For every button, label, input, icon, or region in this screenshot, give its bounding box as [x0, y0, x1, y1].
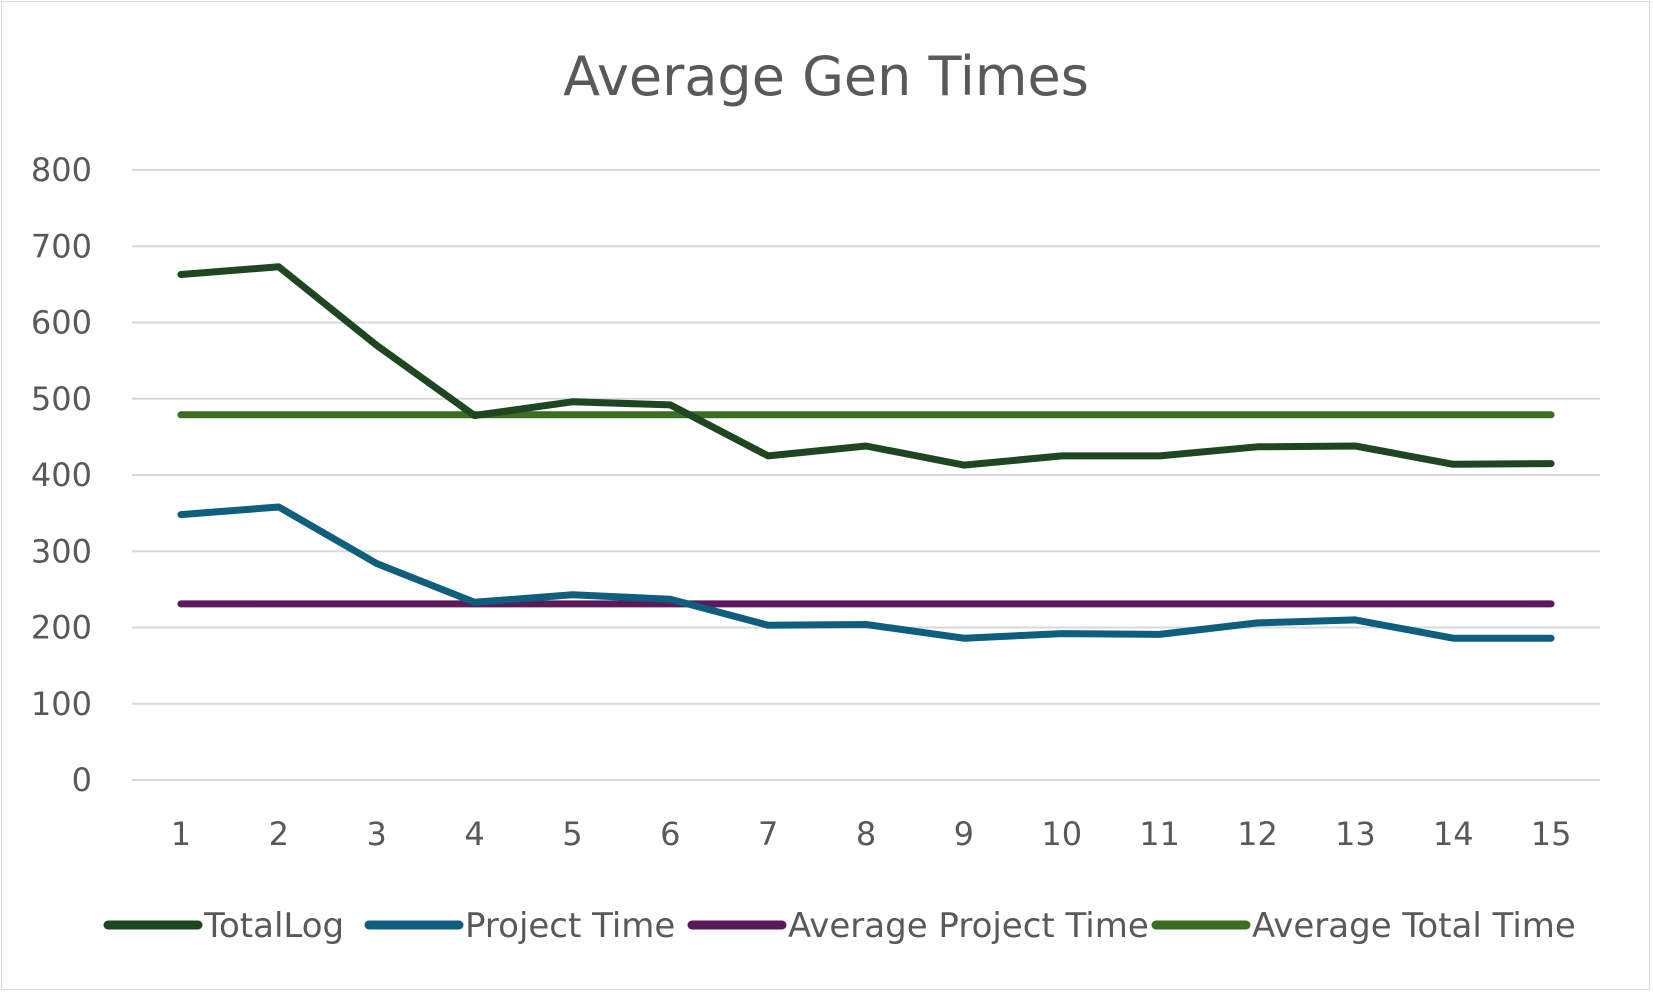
- y-axis-ticks: 0 100 200 300 400 500 600 700 800: [31, 151, 92, 799]
- x-tick-label: 3: [366, 815, 386, 853]
- series-lines: [177, 263, 1555, 642]
- series-line-totallog: [177, 263, 1555, 469]
- x-tick-label: 6: [660, 815, 680, 853]
- y-tick-label: 800: [31, 151, 92, 189]
- x-tick-label: 4: [464, 815, 484, 853]
- x-tick-label: 5: [562, 815, 582, 853]
- x-tick-label: 8: [856, 815, 876, 853]
- x-tick-label: 12: [1237, 815, 1278, 853]
- x-tick-label: 2: [269, 815, 289, 853]
- legend: TotalLog Project Time Average Project Time…: [103, 906, 1576, 946]
- x-tick-label: 13: [1335, 815, 1376, 853]
- chart-title: Average Gen Times: [563, 45, 1089, 108]
- x-tick-label: 11: [1139, 815, 1180, 853]
- y-tick-label: 600: [31, 304, 92, 342]
- x-axis-ticks: 1 2 3 4 5 6 7 8 9 10 11 12 13 14 15: [171, 815, 1572, 853]
- legend-label: Average Project Time: [788, 906, 1149, 946]
- series-line-project-time: [177, 503, 1555, 642]
- y-tick-label: 100: [31, 685, 92, 723]
- x-tick-label: 7: [758, 815, 778, 853]
- y-tick-label: 500: [31, 380, 92, 418]
- x-tick-label: 1: [171, 815, 191, 853]
- legend-label: Average Total Time: [1252, 906, 1576, 946]
- y-tick-label: 300: [31, 532, 92, 570]
- x-tick-label: 9: [954, 815, 974, 853]
- x-tick-label: 15: [1531, 815, 1572, 853]
- y-tick-label: 0: [72, 761, 92, 799]
- x-tick-label: 14: [1433, 815, 1474, 853]
- y-tick-label: 400: [31, 456, 92, 494]
- gridlines: [132, 169, 1600, 781]
- y-tick-label: 700: [31, 227, 92, 265]
- legend-label: TotalLog: [203, 906, 344, 946]
- y-tick-label: 200: [31, 609, 92, 647]
- legend-label: Project Time: [465, 906, 675, 946]
- x-tick-label: 10: [1041, 815, 1082, 853]
